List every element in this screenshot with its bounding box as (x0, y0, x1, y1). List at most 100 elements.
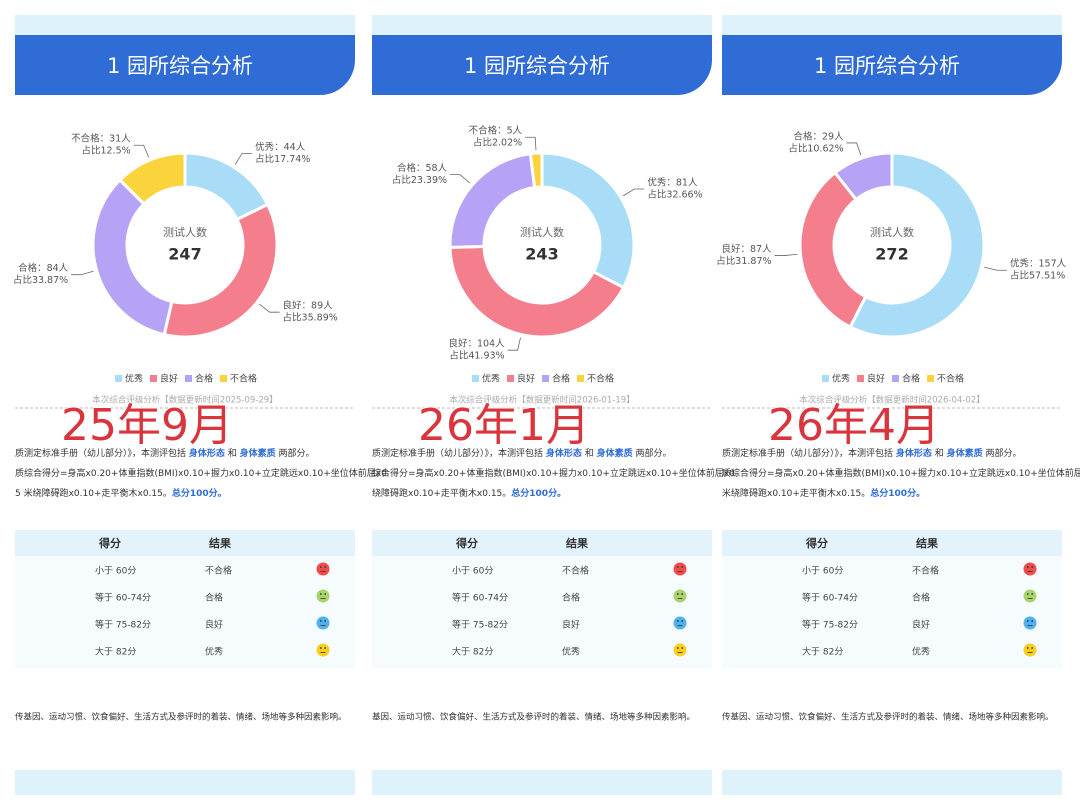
date-overlay: 25年9月 (61, 400, 233, 451)
face-eye (681, 566, 684, 568)
leader-line (259, 303, 280, 313)
result-cell: 优秀 (912, 646, 930, 658)
legend-label: 合格 (902, 373, 920, 385)
face-icon (316, 589, 330, 603)
slice-label: 优秀：157人 (1010, 258, 1067, 270)
table-header: 得分 (805, 536, 828, 550)
donut-slice (91, 177, 174, 337)
intro-line: 质测定标准手册（幼儿部分）》，本测评包括 身体形态 和 身体素质 两部分。 (722, 447, 1022, 459)
result-cell: 优秀 (205, 646, 223, 658)
center-label: 测试人数 (163, 226, 207, 239)
legend-label: 良好 (517, 373, 535, 385)
intro-segment: 质测定标准手册（幼儿部分）》，本测评包括 (722, 447, 896, 459)
result-cell: 不合格 (912, 565, 939, 577)
legend-label: 不合格 (587, 373, 614, 385)
header-bar (722, 35, 1062, 95)
intro-line: 综合得分=身高x0.20+体重指数(BMI)x0.10+握力x0.10+立定跳远… (372, 467, 735, 479)
legend-swatch (927, 375, 934, 382)
face-eye (319, 647, 322, 649)
chart-title: 1 园所综合分析 (814, 54, 960, 78)
legend-label: 良好 (160, 373, 178, 385)
face-eye (324, 566, 327, 568)
face-icon (673, 616, 687, 630)
face-eye (676, 647, 679, 649)
face-icon (673, 643, 687, 657)
center-label: 测试人数 (520, 226, 564, 239)
leader-line (774, 253, 798, 256)
donut-slice (528, 151, 544, 190)
legend-swatch (892, 375, 899, 382)
score-cell: 等于 60-74分 (802, 592, 858, 604)
intro-segment: 和 (225, 448, 240, 459)
face-eye (1026, 593, 1029, 595)
leader-line (234, 152, 253, 165)
intro-line: 5 米绕障碍跑x0.10+走平衡木x0.15。总分100分。 (15, 487, 227, 499)
slice-label: 良好：104人 (448, 338, 505, 350)
leader-line (984, 266, 1008, 271)
intro-segment: 身体形态 (546, 447, 582, 459)
legend-swatch (542, 375, 549, 382)
slice-percent: 占比17.74% (255, 153, 310, 165)
intro-line: 质综合得分=身高x0.20+体重指数(BMI)x0.10+握力x0.10+立定跳… (15, 467, 387, 479)
slice-label: 不合格：31人 (71, 133, 131, 145)
table-header: 结果 (208, 536, 231, 550)
top-strip (372, 15, 712, 37)
face-eye (676, 620, 679, 622)
face-eye (1026, 566, 1029, 568)
score-cell: 小于 60分 (802, 566, 843, 577)
result-cell: 合格 (205, 592, 223, 604)
slice-percent: 占比35.89% (283, 312, 338, 324)
result-cell: 良好 (912, 619, 930, 631)
legend-label: 不合格 (230, 373, 257, 385)
table-header-bg (372, 530, 712, 556)
intro-segment: 绕障碍跑x0.10+走平衡木x0.15。 (372, 487, 511, 499)
face-eye (676, 566, 679, 568)
donut-slice (117, 151, 187, 207)
result-cell: 优秀 (562, 646, 580, 658)
table-header-bg (722, 530, 1062, 556)
score-cell: 等于 60-74分 (452, 592, 508, 604)
table-header: 得分 (455, 536, 478, 550)
slice-percent: 占比57.51% (1010, 270, 1065, 282)
face-eye (681, 593, 684, 595)
result-cell: 合格 (562, 592, 580, 604)
intro-segment: 米绕障碍跑x0.10+走平衡木x0.15。 (722, 487, 870, 499)
intro-segment: 质测定标准手册（幼儿部分）》，本测评包括 (372, 447, 546, 459)
score-cell: 小于 60分 (452, 566, 493, 577)
footnote: 基因、运动习惯、饮食偏好、生活方式及参评时的着装、情绪、场地等多种因素影响。 (372, 712, 695, 723)
leader-line (846, 142, 862, 156)
center-value: 247 (168, 245, 201, 264)
intro-segment: 身体素质 (597, 447, 633, 459)
center-value: 243 (525, 245, 558, 264)
slice-percent: 占比23.39% (392, 174, 447, 186)
slice-label: 合格：29人 (794, 130, 845, 142)
legend-label: 优秀 (482, 373, 500, 385)
legend-label: 合格 (552, 373, 570, 385)
face-icon (1023, 616, 1037, 630)
slice-percent: 占比32.66% (647, 189, 702, 201)
table-body-bg (15, 556, 355, 668)
legend-swatch (857, 375, 864, 382)
legend-swatch (577, 375, 584, 382)
date-overlay: 26年4月 (768, 400, 940, 451)
intro-segment: 质综合得分=身高x0.20+体重指数(BMI)x0.10+握力x0.10+立定跳… (722, 467, 1080, 479)
intro-segment: 总分100分。 (870, 487, 925, 499)
face-eye (324, 647, 327, 649)
donut-slice (162, 202, 279, 339)
donut-slice (540, 151, 636, 290)
legend-swatch (507, 375, 514, 382)
face-eye (319, 566, 322, 568)
face-eye (1026, 647, 1029, 649)
intro-segment: 两部分。 (983, 447, 1022, 459)
intro-segment: 质综合得分=身高x0.20+体重指数(BMI)x0.10+握力x0.10+立定跳… (15, 467, 387, 479)
score-cell: 大于 82分 (95, 646, 136, 658)
leader-line (507, 337, 521, 351)
face-eye (676, 593, 679, 595)
slice-label: 优秀：81人 (647, 177, 698, 189)
face-eye (1031, 593, 1034, 595)
intro-line: 质测定标准手册（幼儿部分）》，本测评包括 身体形态 和 身体素质 两部分。 (372, 447, 672, 459)
center-value: 272 (875, 245, 908, 264)
face-eye (319, 593, 322, 595)
